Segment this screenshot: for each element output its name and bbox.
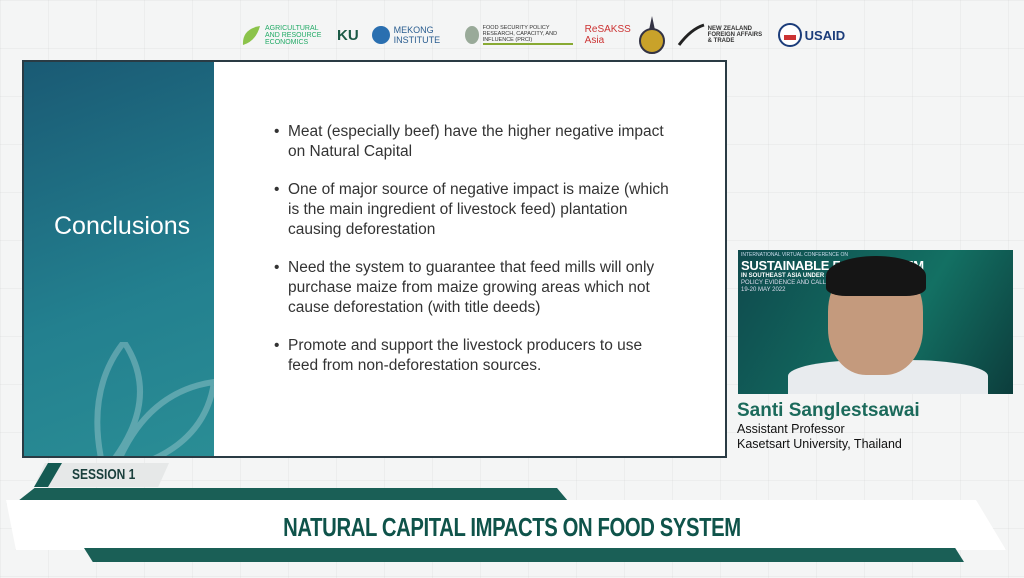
topic-banner bbox=[6, 500, 1006, 550]
session-label: SESSION 1 bbox=[72, 466, 136, 483]
speaker-affiliation: Kasetsart University, Thailand bbox=[737, 437, 902, 451]
logo-ku: KU bbox=[337, 26, 359, 44]
presentation-slide: Conclusions Meat (especially beef) have … bbox=[22, 60, 727, 458]
usaid-seal-icon bbox=[777, 23, 802, 47]
speaker-title: Assistant Professor bbox=[737, 422, 845, 436]
bullet-item: Meat (especially beef) have the higher n… bbox=[274, 122, 674, 162]
logo-resakss: ReSAKSS Asia bbox=[584, 24, 631, 46]
sponsor-logos: AGRICULTURAL AND RESOURCE ECONOMICS KU M… bbox=[240, 14, 845, 56]
seal-icon bbox=[638, 16, 665, 54]
slide-bullets: Meat (especially beef) have the higher n… bbox=[274, 122, 674, 394]
speaker-hair bbox=[826, 256, 926, 296]
session-topic: NATURAL CAPITAL IMPACTS ON FOOD SYSTEM bbox=[283, 512, 741, 542]
logo-mekong: MEKONG INSTITUTE bbox=[371, 25, 452, 45]
logo-prci: FOOD SECURITY POLICY RESEARCH, CAPACITY,… bbox=[464, 25, 573, 45]
banner-strip-bottom bbox=[84, 548, 964, 562]
webcam-bg-text: POLICY EVIDENCE AND CALL FOR A bbox=[741, 280, 846, 286]
speaker-video: INTERNATIONAL VIRTUAL CONFERENCE ON SUST… bbox=[738, 250, 1013, 394]
speaker-name: Santi Sanglestsawai bbox=[737, 400, 920, 421]
slide-title: Conclusions bbox=[54, 212, 191, 240]
bullet-item: One of major source of negative impact i… bbox=[274, 180, 674, 240]
globe-icon bbox=[371, 26, 390, 44]
logo-nz: NEW ZEALAND FOREIGN AFFAIRS & TRADE bbox=[677, 23, 766, 47]
logo-usaid: USAID bbox=[777, 23, 845, 47]
bullet-item: Promote and support the livestock produc… bbox=[274, 336, 674, 376]
slide-title-panel: Conclusions bbox=[24, 62, 214, 456]
webcam-bg-date: 19-20 MAY 2022 bbox=[741, 287, 786, 293]
logo-seal bbox=[638, 16, 665, 54]
banner-strip-top bbox=[18, 488, 568, 501]
webcam-bg-text: IN SOUTHEAST ASIA UNDER AND BEYOND C bbox=[741, 273, 873, 279]
leaf-logo-icon bbox=[242, 26, 260, 45]
prci-icon bbox=[464, 26, 479, 44]
webcam-bg-text: INTERNATIONAL VIRTUAL CONFERENCE ON bbox=[741, 252, 848, 258]
leaf-decoration-icon bbox=[94, 342, 214, 456]
speaker-role: Assistant Professor Kasetsart University,… bbox=[737, 422, 902, 452]
logo-agri-econ: AGRICULTURAL AND RESOURCE ECONOMICS bbox=[240, 23, 325, 47]
fern-icon bbox=[677, 23, 705, 46]
bullet-item: Need the system to guarantee that feed m… bbox=[274, 258, 674, 318]
